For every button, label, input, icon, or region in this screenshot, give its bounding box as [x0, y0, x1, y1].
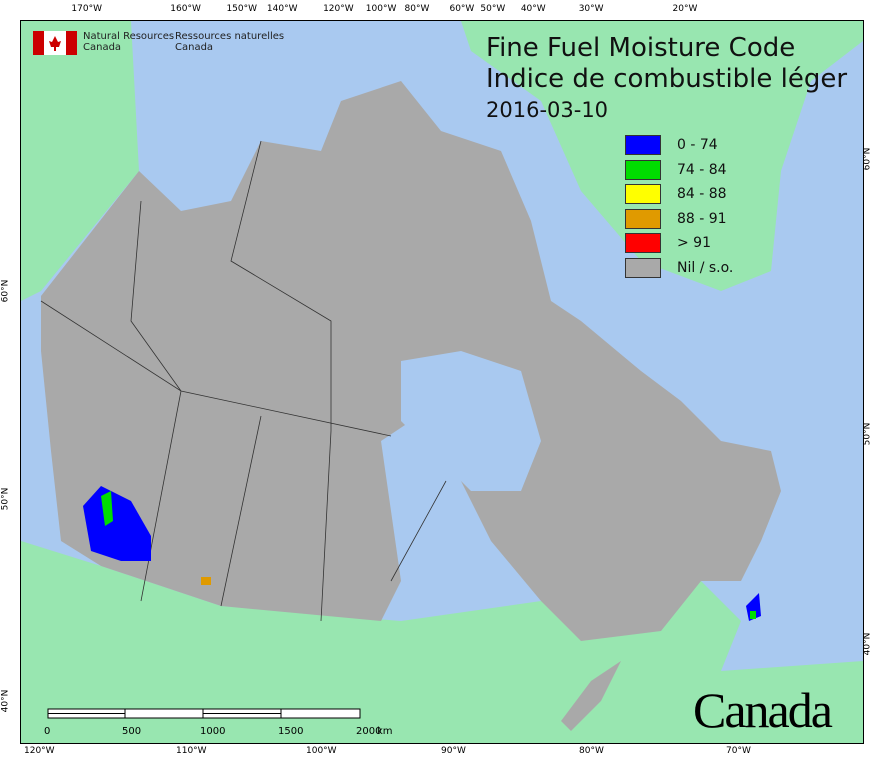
- canada-wordmark: Canada: [693, 681, 833, 739]
- legend-swatch: [625, 135, 661, 156]
- top-tick-label: 60°W: [449, 4, 475, 14]
- bottom-tick-label: 120°W: [24, 746, 55, 756]
- fwi-0-74-bc: [83, 486, 151, 561]
- map-svg: [21, 21, 863, 743]
- map-title: Fine Fuel Moisture Code Indice de combus…: [486, 33, 847, 125]
- legend: 0 - 74 74 - 84 84 - 88 88 - 91 > 91 Nil / s.o…: [625, 133, 733, 280]
- top-tick-label: 120°W: [323, 4, 354, 14]
- top-tick-label: 40°W: [520, 4, 546, 14]
- scale-bar-graphic: [47, 708, 361, 719]
- legend-swatch: [625, 257, 661, 278]
- top-tick-label: 50°W: [480, 4, 506, 14]
- hudson-bay: [401, 351, 541, 491]
- top-tick-label: 150°W: [226, 4, 258, 14]
- scale-label: 1000: [200, 726, 226, 737]
- legend-swatch: [625, 208, 661, 229]
- top-tick-label: 170°W: [71, 4, 102, 14]
- wordmark-text: Canada: [693, 682, 833, 738]
- scale-label: 2000: [356, 726, 382, 737]
- legend-label: 88 - 91: [677, 210, 727, 227]
- bottom-tick-label: 80°W: [579, 746, 604, 756]
- scale-label: 1500: [278, 726, 304, 737]
- top-tick-label: 30°W: [578, 4, 604, 14]
- legend-item: 74 - 84: [625, 158, 733, 183]
- scale-unit: km: [377, 726, 393, 737]
- bottom-tick-label: 90°W: [441, 746, 466, 756]
- bottom-tick-label: 100°W: [306, 746, 337, 756]
- left-tick-label: 50°N: [0, 487, 11, 511]
- legend-item: 0 - 74: [625, 133, 733, 158]
- canada-flag-icon: [33, 31, 77, 55]
- legend-label: 74 - 84: [677, 161, 727, 178]
- legend-swatch: [625, 184, 661, 205]
- usa-land: [21, 541, 863, 743]
- ontario-peninsula: [561, 661, 621, 731]
- legend-swatch: [625, 159, 661, 180]
- top-tick-label: 100°W: [365, 4, 397, 14]
- top-tick-label: 20°W: [672, 4, 698, 14]
- fwi-74-84-bc: [101, 491, 113, 526]
- legend-label: 84 - 88: [677, 186, 727, 203]
- legend-swatch: [625, 233, 661, 254]
- scale-bar: 0 500 1000 1500 2000 km: [44, 705, 393, 738]
- scale-label: 0: [44, 726, 51, 737]
- legend-item: 88 - 91: [625, 207, 733, 232]
- province-boundaries: [40, 140, 447, 622]
- left-tick-label: 60°N: [0, 279, 11, 303]
- top-tick-label: 80°W: [404, 4, 430, 14]
- greenland-land: [461, 21, 863, 291]
- legend-label: 0 - 74: [677, 137, 718, 154]
- title-en: Fine Fuel Moisture Code: [486, 33, 796, 63]
- logo-en-2: Canada: [83, 42, 122, 53]
- alaska-land: [21, 21, 139, 301]
- map-date: 2016-03-10: [486, 98, 609, 122]
- legend-item: 84 - 88: [625, 182, 733, 207]
- fwi-0-74-ns: [746, 593, 761, 621]
- legend-label: Nil / s.o.: [677, 259, 734, 276]
- logo-en-1: Natural Resources: [83, 31, 175, 42]
- bottom-tick-label: 110°W: [176, 746, 207, 756]
- scale-label: 500: [122, 726, 142, 737]
- top-tick-label: 140°W: [266, 4, 298, 14]
- fwi-74-84-ns: [750, 611, 756, 619]
- nrcan-logo: Natural Resources Canada Ressources natur…: [33, 31, 284, 55]
- top-tick-label: 160°W: [170, 4, 201, 14]
- left-tick-label: 40°N: [0, 689, 11, 713]
- bottom-tick-label: 70°W: [726, 746, 751, 756]
- title-fr: Indice de combustible léger: [486, 64, 848, 94]
- logo-fr-2: Canada: [175, 42, 214, 53]
- legend-label: > 91: [677, 235, 711, 252]
- logo-fr-1: Ressources naturelles: [175, 31, 285, 42]
- fwi-88-91-ab: [201, 577, 211, 585]
- legend-item: Nil / s.o.: [625, 256, 733, 281]
- legend-item: > 91: [625, 231, 733, 256]
- map-area[interactable]: Natural Resources Canada Ressources natur…: [20, 20, 864, 744]
